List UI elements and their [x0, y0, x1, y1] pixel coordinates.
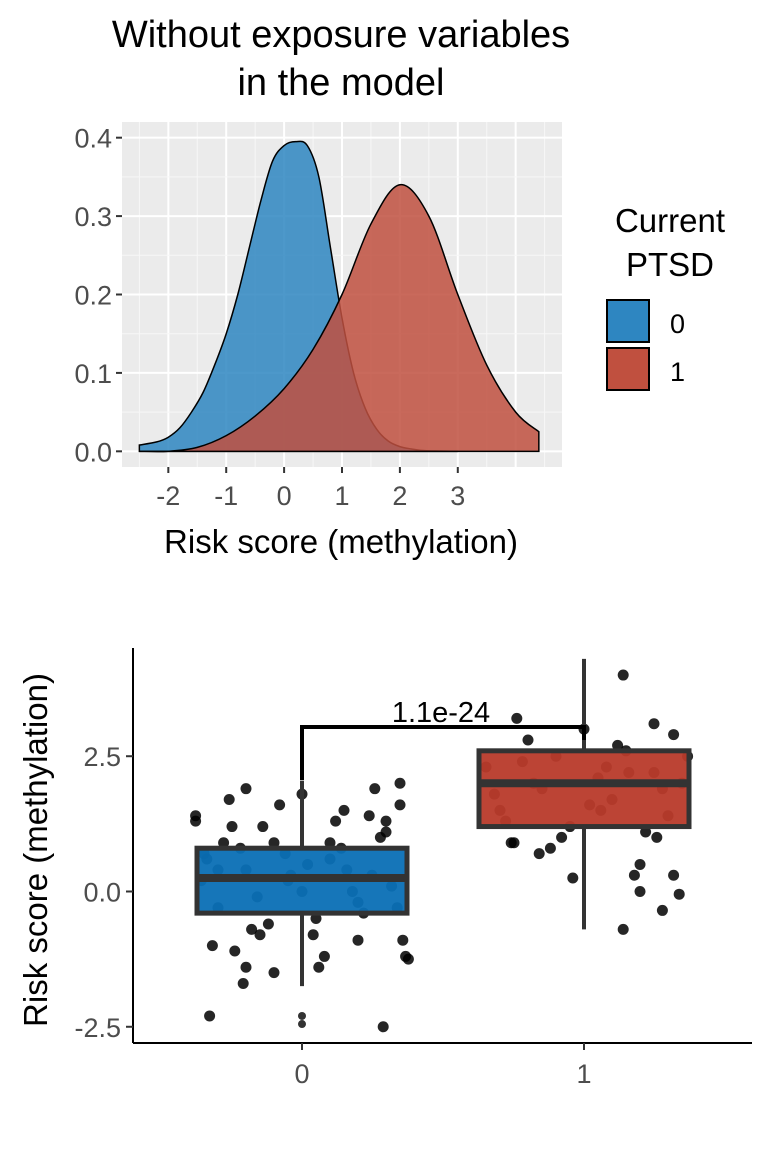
outlier-point — [298, 1011, 306, 1020]
jitter-point-0 — [254, 929, 266, 941]
x-tick-label: 3 — [450, 481, 465, 511]
bracket-line — [300, 725, 586, 780]
box-y-axis-label: Risk score (methylation) — [17, 673, 54, 1027]
jitter-point-1 — [556, 831, 568, 843]
jitter-point-1 — [505, 837, 517, 849]
jitter-point-0 — [262, 918, 274, 930]
jitter-point-0 — [229, 945, 241, 957]
jitter-point-1 — [522, 734, 534, 746]
legend: Current PTSD 0 1 — [606, 202, 725, 391]
jitter-point-0 — [352, 934, 364, 946]
jitter-point-0 — [206, 940, 218, 952]
jitter-point-0 — [268, 967, 280, 979]
density-x-axis: -2 -1 0 1 2 3 — [156, 467, 465, 511]
jitter-point-0 — [204, 1010, 216, 1022]
density-y-axis: 0.0 0.1 0.2 0.3 0.4 — [74, 124, 122, 467]
jitter-point-0 — [240, 961, 252, 973]
jitter-point-1 — [533, 848, 545, 860]
legend-title-line-1: Current — [615, 202, 725, 239]
jitter-point-1 — [640, 826, 652, 838]
jitter-point-0 — [402, 953, 414, 965]
jitter-point-1 — [617, 923, 629, 935]
significance-bracket — [300, 725, 586, 780]
jitter-point-1 — [673, 888, 685, 900]
density-title-line-2: in the model — [237, 62, 444, 104]
y-tick-label: 0.1 — [74, 359, 112, 389]
outlier-point — [298, 1020, 306, 1029]
legend-title-line-2: PTSD — [626, 246, 714, 283]
box-x-tick-label: 1 — [576, 1059, 591, 1089]
jitter-point-1 — [544, 842, 556, 854]
jitter-point-1 — [628, 869, 640, 881]
jitter-point-1 — [567, 872, 579, 884]
density-title-line-1: Without exposure variables — [112, 14, 570, 56]
jitter-point-0 — [324, 837, 336, 849]
box-1 — [476, 748, 692, 830]
x-tick-label: -1 — [214, 481, 238, 511]
jitter-point-0 — [274, 799, 286, 811]
x-tick-label: 0 — [277, 481, 292, 511]
legend-label-0: 0 — [670, 309, 685, 339]
jitter-point-1 — [634, 858, 646, 870]
jitter-point-0 — [268, 837, 280, 849]
box-x-tick-label: 0 — [294, 1059, 309, 1089]
jitter-point-0 — [363, 810, 375, 822]
box-y-tick-label: -2.5 — [74, 1013, 121, 1043]
jitter-point-0 — [318, 950, 330, 962]
jitter-point-0 — [313, 961, 325, 973]
box-y-tick-label: 2.5 — [83, 742, 121, 772]
y-tick-label: 0.3 — [74, 202, 112, 232]
jitter-point-0 — [218, 837, 230, 849]
jitter-point-0 — [330, 815, 342, 827]
jitter-point-0 — [257, 821, 269, 833]
density-x-axis-label: Risk score (methylation) — [164, 523, 518, 560]
y-tick-label: 0.0 — [74, 437, 112, 467]
y-tick-label: 0.4 — [74, 124, 112, 154]
jitter-point-0 — [246, 923, 258, 935]
jitter-point-0 — [374, 831, 386, 843]
box-plots — [194, 658, 692, 1029]
legend-swatch-0 — [606, 299, 650, 343]
jitter-point-0 — [240, 783, 252, 795]
jitter-point-0 — [338, 804, 350, 816]
jitter-point-0 — [369, 783, 381, 795]
y-tick-label: 0.2 — [74, 281, 112, 311]
jitter-point-1 — [634, 885, 646, 897]
jitter-point-0 — [310, 913, 322, 925]
jitter-point-0 — [397, 934, 409, 946]
jitter-point-0 — [380, 815, 392, 827]
jitter-point-1 — [651, 831, 663, 843]
jitter-point-1 — [668, 729, 680, 741]
jitter-point-0 — [190, 815, 202, 827]
jitter-point-1 — [668, 869, 680, 881]
jitter-point-1 — [648, 718, 660, 730]
box-y-tick-label: 0.0 — [83, 877, 121, 907]
jitter-point-0 — [226, 821, 238, 833]
x-tick-label: -2 — [156, 481, 180, 511]
x-tick-label: 2 — [392, 481, 407, 511]
jitter-point-0 — [223, 794, 235, 806]
jitter-point-1 — [511, 712, 523, 724]
legend-label-1: 1 — [670, 357, 685, 387]
x-tick-label: 1 — [334, 481, 349, 511]
p-value-annotation: 1.1e-24 — [392, 697, 490, 729]
density-areas — [138, 140, 540, 453]
jitter-point-0 — [394, 799, 406, 811]
density-area-series-1 — [139, 183, 540, 453]
jitter-point-0 — [237, 977, 249, 989]
jitter-point-1 — [612, 739, 624, 751]
density-chart: Without exposure variables in the model … — [74, 14, 570, 560]
jitter-point-1 — [617, 669, 629, 681]
jitter-point-0 — [307, 929, 319, 941]
box-y-axis: -2.5 0.0 2.5 — [74, 742, 133, 1043]
jitter-point-0 — [377, 1021, 389, 1033]
jitter-point-0 — [394, 777, 406, 789]
legend-swatch-1 — [606, 347, 650, 391]
jitter-point-1 — [656, 904, 668, 916]
